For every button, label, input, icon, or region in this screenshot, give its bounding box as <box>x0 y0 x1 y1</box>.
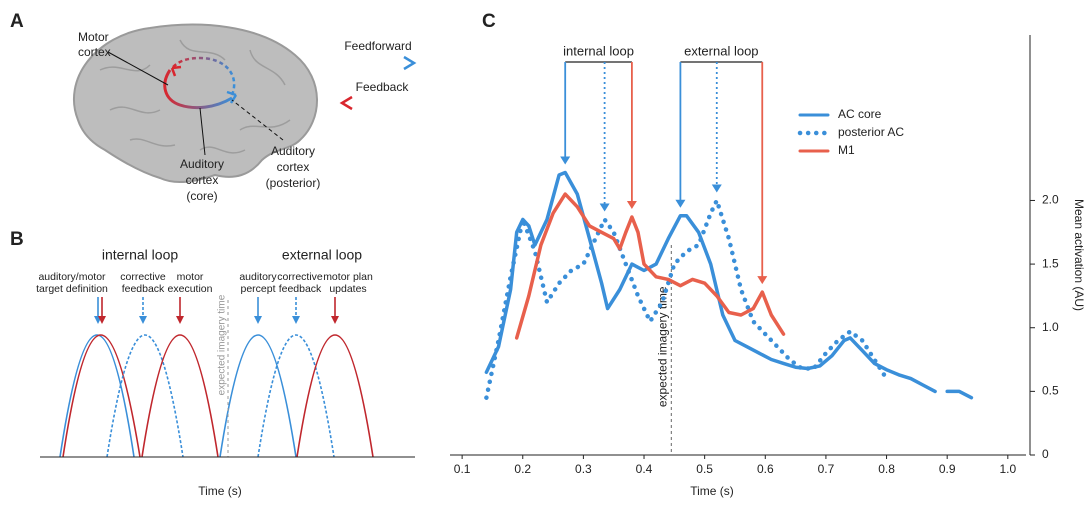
x-tick-label: 0.8 <box>878 462 895 476</box>
panel-label: C <box>482 11 496 32</box>
series-line <box>484 170 974 400</box>
arrowhead <box>626 201 637 209</box>
feedback-arc <box>171 56 236 96</box>
series-line <box>484 198 889 400</box>
arrowhead <box>711 184 722 193</box>
x-axis-label: Time (s) <box>690 484 734 498</box>
x-axis-label: Time (s) <box>198 484 242 498</box>
legend-label: AC core <box>838 107 882 121</box>
loop-label: external loop <box>282 247 362 263</box>
arrowhead <box>339 95 353 111</box>
label: cortex <box>186 173 219 187</box>
legend-label: Feedforward <box>344 39 411 53</box>
label: Motor <box>78 30 109 44</box>
x-tick-label: 0.9 <box>939 462 956 476</box>
panel-label: B <box>10 229 24 250</box>
event-label: percept <box>240 283 275 295</box>
x-tick-label: 0.2 <box>514 462 531 476</box>
legend-label: posterior AC <box>838 125 904 139</box>
event-label: execution <box>168 283 213 295</box>
imagery-label: expected imagery time <box>217 294 228 395</box>
arrowhead <box>170 65 182 77</box>
loop-label: external loop <box>684 43 758 58</box>
x-tick-label: 0.6 <box>757 462 774 476</box>
hump <box>219 334 297 458</box>
brain-outline <box>72 23 318 183</box>
event-label: updates <box>329 283 366 295</box>
event-arrows <box>94 297 339 324</box>
brain-gyri <box>99 39 291 154</box>
y-tick-label: 2.0 <box>1042 193 1059 207</box>
y-tick-label: 1.5 <box>1042 256 1059 270</box>
arrowhead <box>403 55 417 71</box>
event-label: auditory <box>239 271 277 283</box>
series-line <box>514 192 786 340</box>
hump <box>141 334 219 458</box>
hump <box>257 334 335 458</box>
label: Auditory <box>180 157 224 171</box>
pointer <box>231 99 284 141</box>
hump <box>296 334 374 458</box>
pointer <box>107 51 169 86</box>
event-label: corrective <box>277 271 323 283</box>
label: (posterior) <box>266 176 321 190</box>
event-label: auditory/motor <box>38 271 106 283</box>
label: cortex <box>78 45 111 59</box>
arrowhead <box>675 199 686 208</box>
schematic-curves <box>59 334 374 458</box>
x-tick-label: 0.3 <box>575 462 592 476</box>
event-label: target definition <box>36 283 108 295</box>
imagery-label: expected imagery time <box>655 286 669 407</box>
brain <box>72 23 318 183</box>
arrowhead <box>560 156 571 165</box>
event-label: motor <box>177 271 204 283</box>
loop-label: internal loop <box>563 43 634 58</box>
pointer <box>199 107 206 156</box>
event-label: corrective <box>120 271 166 283</box>
arrowhead <box>94 316 300 324</box>
event-label: feedback <box>279 283 322 295</box>
arrowhead <box>599 203 610 212</box>
event-label: motor plan <box>323 271 373 283</box>
legend-label: M1 <box>838 143 855 157</box>
loop-label: internal loop <box>102 247 178 263</box>
x-tick-label: 0.4 <box>636 462 653 476</box>
hump <box>59 334 135 458</box>
x-tick-label: 0.7 <box>818 462 835 476</box>
panel-label: A <box>10 11 24 32</box>
y-tick-label: 0 <box>1042 447 1049 461</box>
y-axis-label: Mean activation (AU) <box>1072 199 1086 311</box>
x-tick-label: 0.1 <box>454 462 471 476</box>
arrowhead <box>757 276 768 285</box>
label: cortex <box>277 160 310 174</box>
label: (core) <box>186 189 217 203</box>
event-label: feedback <box>122 283 165 295</box>
x-tick-label: 1.0 <box>999 462 1016 476</box>
hump <box>106 334 184 458</box>
y-tick-label: 1.0 <box>1042 320 1059 334</box>
x-tick-label: 0.5 <box>696 462 713 476</box>
label: Auditory <box>271 144 315 158</box>
hump <box>62 334 141 458</box>
legend-label: Feedback <box>356 80 410 94</box>
y-tick-label: 0.5 <box>1042 384 1059 398</box>
